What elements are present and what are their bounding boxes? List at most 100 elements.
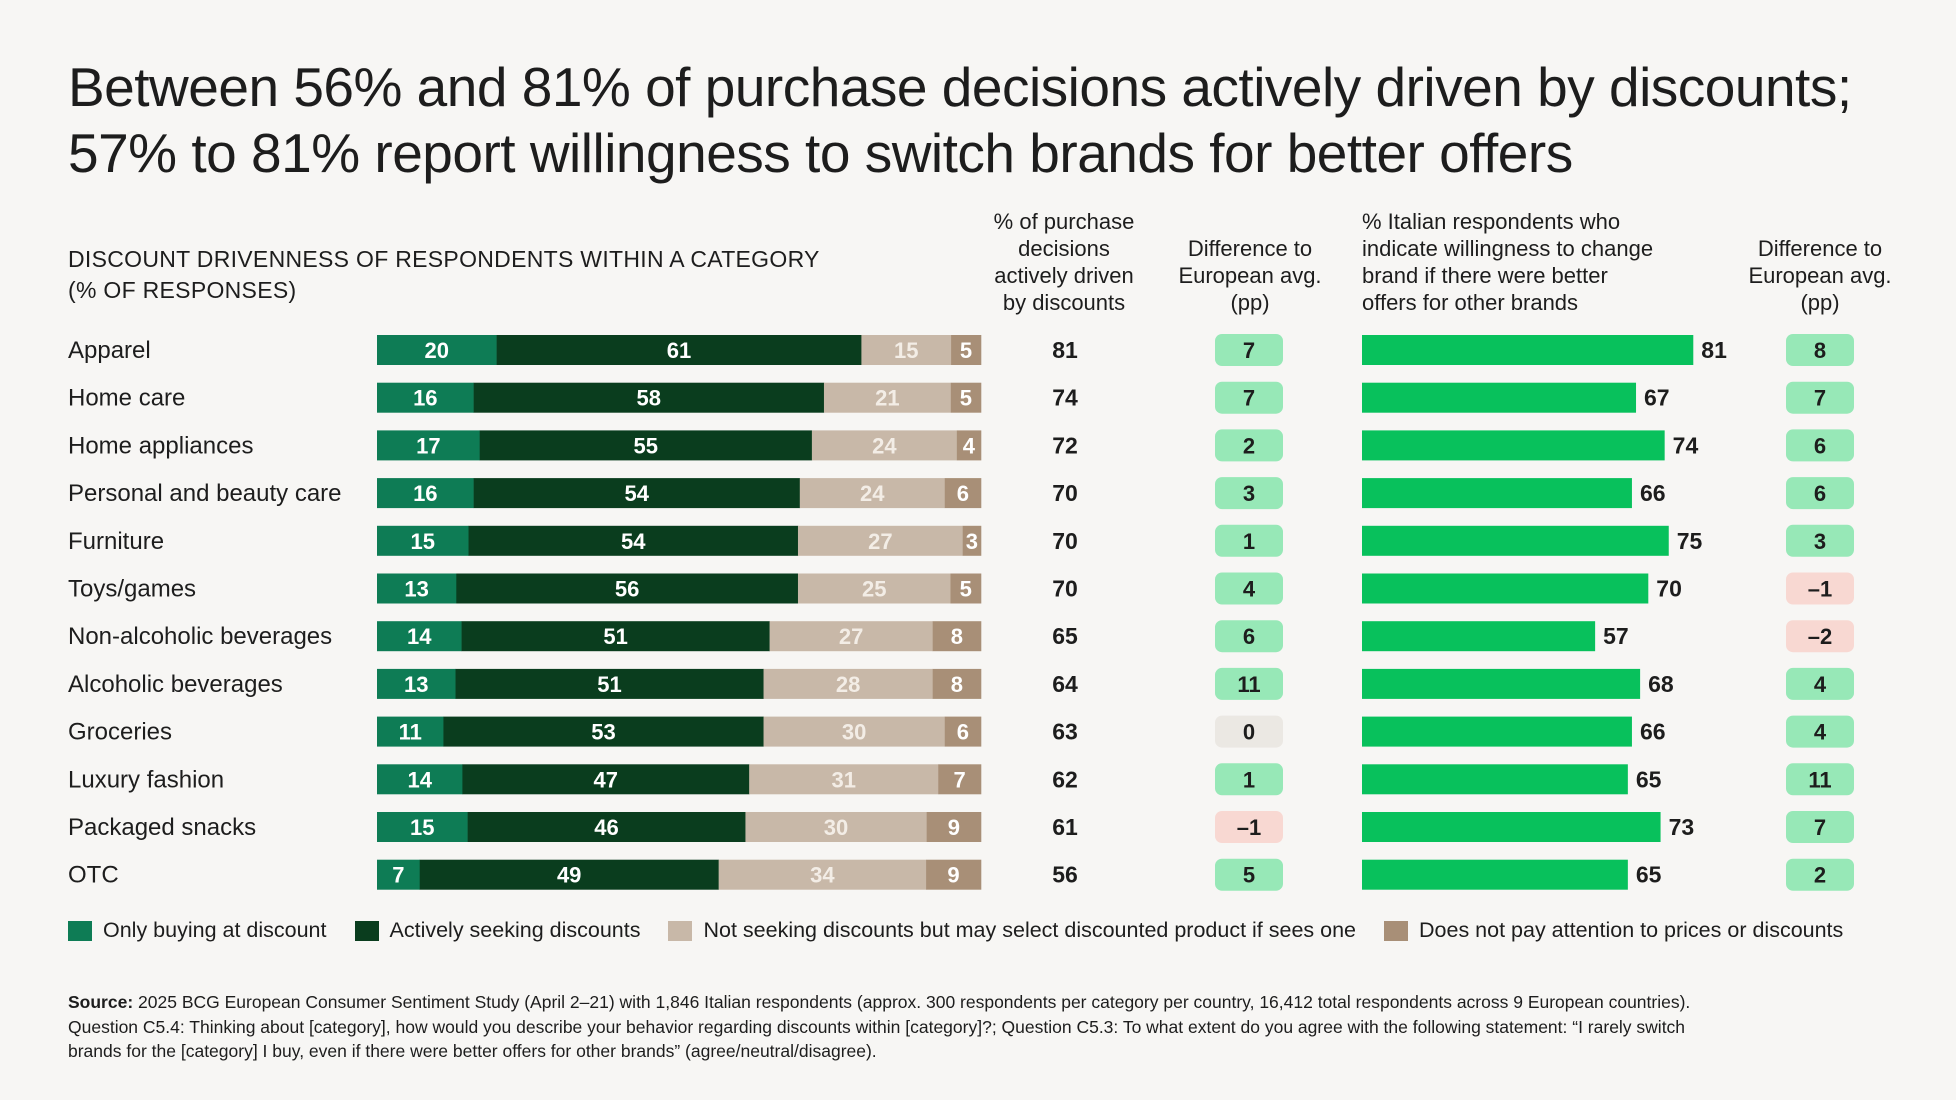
stack-segment <box>718 859 927 890</box>
segment-value-label: 51 <box>603 624 627 649</box>
segment-value-label: 54 <box>624 481 649 506</box>
diff-pill <box>1786 381 1854 414</box>
willingness-value: 74 <box>1673 432 1699 458</box>
segment-value-label: 24 <box>860 481 885 506</box>
column-header-line: brand if there were better <box>1362 263 1608 288</box>
source-line-2: Question C5.4: Thinking about [category]… <box>68 1016 1686 1037</box>
segment-value-label: 46 <box>594 815 618 840</box>
stack-segment <box>944 716 982 747</box>
willingness-value: 68 <box>1648 671 1674 697</box>
stack-segment <box>468 525 799 556</box>
diff-pill <box>1215 811 1283 843</box>
diff-pill <box>1786 524 1854 557</box>
segment-value-label: 30 <box>824 815 848 840</box>
stack-segment <box>763 668 933 699</box>
segment-value-label: 34 <box>810 863 835 888</box>
pct-driven-value: 81 <box>1052 337 1078 363</box>
pct-driven-value: 61 <box>1052 814 1078 840</box>
diff-pill-value: 7 <box>1814 815 1826 840</box>
stack-segment <box>377 525 469 556</box>
diff-pill-value: 5 <box>1243 863 1255 888</box>
segment-value-label: 3 <box>966 529 978 554</box>
legend-label: Actively seeking discounts <box>389 918 641 942</box>
stack-segment <box>797 525 963 556</box>
segment-value-label: 14 <box>407 624 432 649</box>
stack-segment <box>763 716 946 747</box>
column-header-pct-driven: % of purchase decisions actively driven … <box>984 208 1144 316</box>
segment-value-label: 61 <box>667 338 691 363</box>
willingness-value: 66 <box>1640 719 1666 745</box>
stack-segment <box>377 764 463 795</box>
source-note: Source: 2025 BCG European Consumer Senti… <box>68 990 1898 1064</box>
diff-pill <box>1215 381 1283 414</box>
willingness-bar <box>1362 573 1649 604</box>
diff-pill-value: 4 <box>1814 672 1827 697</box>
segment-value-label: 14 <box>407 767 432 792</box>
legend-swatch <box>68 920 92 941</box>
segment-value-label: 16 <box>413 386 437 411</box>
segment-value-label: 13 <box>404 577 428 602</box>
diff-pill-value: –1 <box>1237 815 1261 840</box>
pct-driven-value: 63 <box>1052 719 1078 745</box>
subtitle-line-2: (% OF RESPONSES) <box>68 277 297 303</box>
diff-pill <box>1215 667 1283 700</box>
segment-value-label: 15 <box>894 338 918 363</box>
diff-pill <box>1786 858 1854 891</box>
legend-item-actively-seeking: Actively seeking discounts <box>354 918 641 943</box>
source-line-3: brands for the [category] I buy, even if… <box>68 1041 877 1061</box>
willingness-value: 81 <box>1701 337 1727 363</box>
segment-value-label: 28 <box>836 672 860 697</box>
page-title: Between 56% and 81% of purchase decision… <box>68 54 1918 186</box>
stack-segment <box>950 382 982 413</box>
diff-pill-value: 2 <box>1243 433 1255 458</box>
column-header-line: % Italian respondents who <box>1362 209 1621 234</box>
diff-pill-value: 3 <box>1243 481 1255 506</box>
diff-pill-value: –2 <box>1808 624 1832 649</box>
column-header-line: % of purchase <box>993 209 1135 234</box>
stack-segment <box>745 812 927 842</box>
willingness-value: 66 <box>1640 480 1666 506</box>
stack-segment <box>377 430 480 461</box>
willingness-value: 70 <box>1656 576 1682 602</box>
diff-pill-value: 11 <box>1237 672 1260 697</box>
segment-value-label: 27 <box>839 624 863 649</box>
category-label: Home care <box>68 385 185 412</box>
diff-pill <box>1215 429 1283 462</box>
diff-pill-value: 0 <box>1243 720 1255 745</box>
title-line-1: Between 56% and 81% of purchase decision… <box>68 56 1852 118</box>
column-header-diff-driven: Difference to European avg. (pp) <box>1165 235 1335 316</box>
diff-pill-value: 7 <box>1243 338 1255 363</box>
diff-pill-value: 2 <box>1814 863 1826 888</box>
legend-swatch <box>1384 920 1409 941</box>
diff-pill <box>1786 811 1854 843</box>
segment-value-label: 47 <box>594 767 618 792</box>
stack-segment <box>823 382 952 413</box>
segment-value-label: 13 <box>404 672 428 697</box>
stack-segment <box>944 478 982 509</box>
column-header-line: by discounts <box>1002 290 1126 315</box>
diff-pill <box>1786 477 1854 510</box>
stack-segment <box>462 764 750 795</box>
segment-value-label: 30 <box>842 720 866 745</box>
pct-driven-value: 62 <box>1052 766 1078 792</box>
stack-segment <box>799 478 946 509</box>
diff-pill-value: –1 <box>1808 577 1832 602</box>
segment-value-label: 17 <box>416 433 440 458</box>
category-label: Home appliances <box>68 432 253 459</box>
willingness-bar <box>1362 668 1641 699</box>
segment-value-label: 53 <box>591 720 615 745</box>
pct-driven-value: 70 <box>1052 480 1078 506</box>
column-header-line: actively driven <box>994 263 1134 288</box>
pct-driven-value: 65 <box>1052 623 1078 649</box>
pct-driven-value: 56 <box>1052 862 1078 888</box>
willingness-bar <box>1362 335 1694 365</box>
stack-segment <box>377 621 462 652</box>
stack-segment <box>377 573 457 604</box>
diff-pill-value: 8 <box>1814 338 1826 363</box>
column-header-line: European avg. <box>1748 263 1892 288</box>
diff-pill <box>1215 715 1283 748</box>
legend-swatch <box>668 920 693 941</box>
segment-value-label: 9 <box>948 815 960 840</box>
pct-driven-value: 74 <box>1052 385 1078 411</box>
diff-pill <box>1786 763 1854 796</box>
